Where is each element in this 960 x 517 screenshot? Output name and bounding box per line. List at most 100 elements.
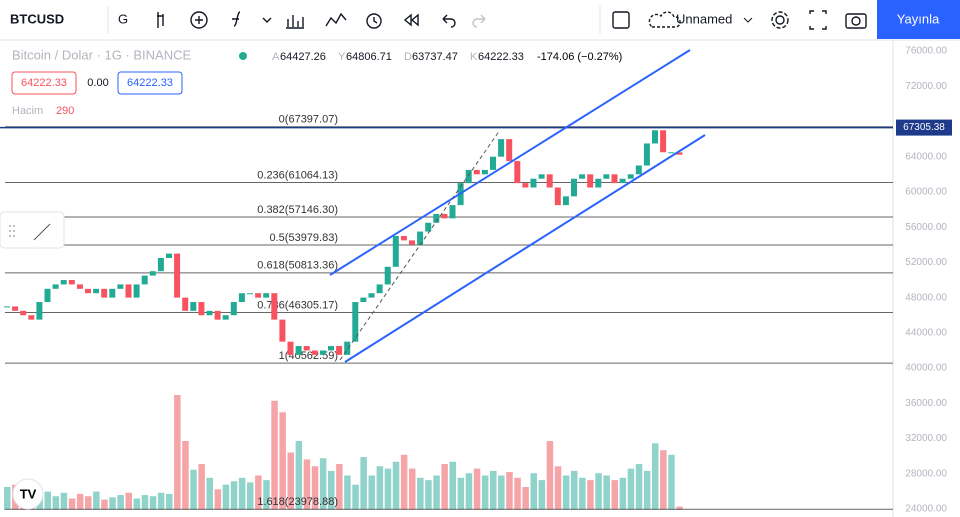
volume-bar xyxy=(271,400,278,510)
candle-body xyxy=(149,271,156,276)
legend-title: Bitcoin / Dolar · 1G · BINANCE xyxy=(12,47,191,62)
candle-body xyxy=(101,288,108,298)
volume-bar xyxy=(44,491,51,510)
volume-bar xyxy=(538,480,546,510)
volume-bar xyxy=(117,495,124,510)
line-tool-icon[interactable] xyxy=(33,223,51,241)
candle-body xyxy=(554,187,561,206)
ohlc-key: Y xyxy=(338,51,346,63)
ohlc-key: A xyxy=(272,51,280,63)
drawing-panel[interactable] xyxy=(0,211,65,249)
volume-bar xyxy=(247,482,254,510)
buy-box[interactable] xyxy=(117,71,183,95)
ohlc-value: 64222.33 xyxy=(478,51,524,63)
candle-body xyxy=(433,213,440,223)
volume-bar xyxy=(68,498,76,510)
volume-bar xyxy=(554,466,562,510)
candle-body xyxy=(238,293,245,303)
price-tick-label: 48000.00 xyxy=(905,292,947,303)
price-line-tag xyxy=(896,119,952,136)
volume-bar xyxy=(652,443,659,510)
volume-bar xyxy=(4,487,11,510)
buy-price[interactable]: 64222.33 xyxy=(127,77,173,89)
layout-name[interactable]: Unnamed xyxy=(676,11,732,26)
candle-body xyxy=(76,284,83,289)
candle-body xyxy=(263,293,270,298)
tv-logo[interactable] xyxy=(12,478,44,510)
sell-price[interactable]: 64222.33 xyxy=(21,77,67,89)
volume-bar xyxy=(425,480,432,510)
volume-bar xyxy=(279,412,286,510)
dropdown-icon[interactable] xyxy=(743,17,753,23)
ohlc: A 64427.26 Y 64806.71 D 63737.47 K 64222.33 xyxy=(272,51,524,63)
price-tick-label: 76000.00 xyxy=(905,46,947,57)
candle-body xyxy=(384,266,391,285)
candle-body xyxy=(546,174,553,188)
candle-body xyxy=(611,174,618,184)
candle-body xyxy=(190,302,197,311)
candle-body xyxy=(93,288,100,294)
volume-bar xyxy=(368,475,375,510)
volume-bar xyxy=(133,498,141,510)
sell-box[interactable] xyxy=(11,71,77,95)
publish-label[interactable]: Yayınla xyxy=(897,11,940,26)
volume-bar xyxy=(514,477,521,510)
candle-body xyxy=(141,275,148,285)
candle-body xyxy=(311,350,318,355)
candle-body xyxy=(506,139,513,162)
candle-body xyxy=(652,130,658,144)
toolbar-icons[interactable] xyxy=(157,10,867,30)
candle-body xyxy=(319,350,326,355)
volume-bar xyxy=(530,473,537,510)
interval[interactable]: G xyxy=(118,11,128,26)
candle-body xyxy=(20,310,27,316)
volume-bar xyxy=(490,470,497,510)
trend-channel xyxy=(329,49,706,363)
price-tick-label: 72000.00 xyxy=(905,81,947,92)
candle-body xyxy=(376,284,383,294)
price-tick-label: 36000.00 xyxy=(905,398,947,409)
candle-body xyxy=(562,196,569,206)
plot: 76000.00 72000.00 64000.00 60000.00 56000.00… xyxy=(0,46,947,515)
candle-body xyxy=(4,306,10,308)
candle-body xyxy=(287,341,294,355)
volume-bar xyxy=(182,441,189,510)
candle-body xyxy=(465,169,472,184)
candle-body xyxy=(60,280,67,285)
volume-bar xyxy=(287,452,294,510)
candle-body xyxy=(255,293,262,298)
volume-bar xyxy=(627,468,635,510)
candle-body xyxy=(514,161,521,184)
candle-body xyxy=(109,288,116,298)
symbol[interactable]: BTCUSD xyxy=(10,11,64,26)
volume-bar xyxy=(125,492,132,510)
candle-body xyxy=(579,174,586,179)
candle-body xyxy=(133,284,140,298)
price-tick-label: 24000.00 xyxy=(905,504,947,515)
volume-bar xyxy=(157,492,165,510)
price-tick-label: 60000.00 xyxy=(905,187,947,198)
candle-body xyxy=(352,302,359,342)
price-line-label: 67305.38 xyxy=(903,122,945,133)
volume-bar xyxy=(328,470,335,510)
candle-body xyxy=(360,297,367,303)
candle-body xyxy=(668,152,675,154)
volume-bar xyxy=(149,496,157,510)
candle-body xyxy=(36,302,43,320)
drag-handle[interactable] xyxy=(9,225,15,237)
volume-bar xyxy=(76,493,84,510)
volume-bar xyxy=(319,458,327,510)
tv-logo-mark[interactable]: TV xyxy=(20,486,37,501)
candle-body xyxy=(441,213,448,219)
candle-body xyxy=(279,319,286,342)
volume-bar xyxy=(481,475,489,510)
volume-bar xyxy=(141,495,149,510)
candle-body xyxy=(473,169,480,175)
publish-button[interactable] xyxy=(877,0,960,39)
spread: 0.00 xyxy=(87,77,108,89)
volume-bar xyxy=(433,475,440,510)
volume-bar xyxy=(498,475,505,510)
volume-bar xyxy=(384,468,392,510)
ohlc-value: 64806.71 xyxy=(346,51,392,63)
